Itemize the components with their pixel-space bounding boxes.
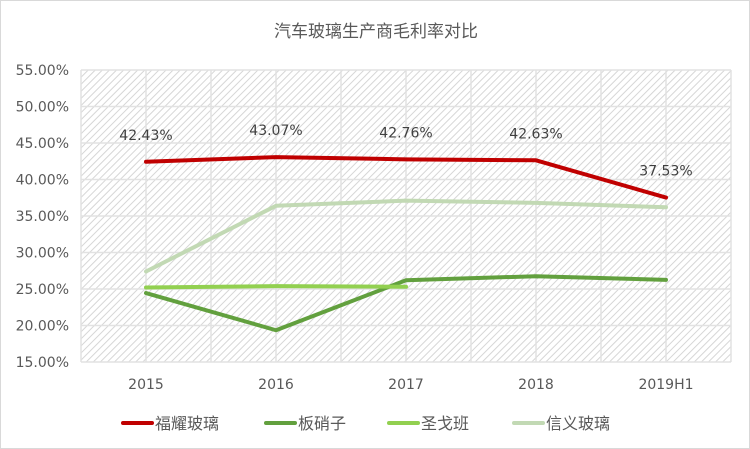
y-tick-label: 35.00% (16, 209, 69, 225)
legend-label: 信义玻璃 (546, 414, 610, 433)
x-tick-label: 2015 (128, 377, 164, 393)
series-line-3 (144, 198, 668, 274)
data-label: 43.07% (249, 123, 302, 139)
data-label: 37.53% (639, 164, 692, 180)
chart-title: 汽车玻璃生产商毛利率对比 (274, 22, 478, 42)
legend-label: 福耀玻璃 (155, 414, 219, 433)
x-tick-label: 2017 (388, 377, 424, 393)
legend-label: 板硝子 (298, 414, 346, 433)
series-line-0 (144, 155, 668, 200)
y-tick-label: 45.00% (16, 136, 69, 152)
data-label: 42.63% (509, 126, 562, 142)
x-tick-label: 2018 (518, 377, 554, 393)
data-label: 42.43% (119, 128, 172, 144)
y-tick-label: 25.00% (16, 282, 69, 298)
y-tick-label: 55.00% (16, 63, 69, 79)
y-tick-label: 15.00% (16, 355, 69, 371)
series-line-1 (144, 274, 668, 333)
y-tick-label: 20.00% (16, 319, 69, 335)
series-line-2 (144, 284, 408, 290)
x-tick-label: 2019H1 (638, 377, 693, 393)
data-label: 42.76% (379, 125, 432, 141)
legend-label: 圣戈班 (421, 414, 469, 433)
x-tick-label: 2016 (258, 377, 294, 393)
y-tick-label: 40.00% (16, 173, 69, 189)
y-tick-label: 50.00% (16, 100, 69, 116)
y-tick-label: 30.00% (16, 246, 69, 262)
